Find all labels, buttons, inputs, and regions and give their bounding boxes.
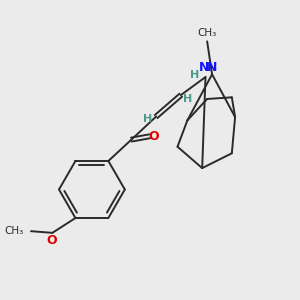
Text: N: N xyxy=(207,61,217,74)
Text: CH₃: CH₃ xyxy=(197,28,217,38)
Text: CH₃: CH₃ xyxy=(4,226,24,236)
Text: H: H xyxy=(183,94,192,104)
Text: N: N xyxy=(199,61,209,74)
Text: O: O xyxy=(148,130,159,143)
Text: H: H xyxy=(143,114,152,124)
Text: O: O xyxy=(46,234,57,247)
Text: H: H xyxy=(190,70,200,80)
